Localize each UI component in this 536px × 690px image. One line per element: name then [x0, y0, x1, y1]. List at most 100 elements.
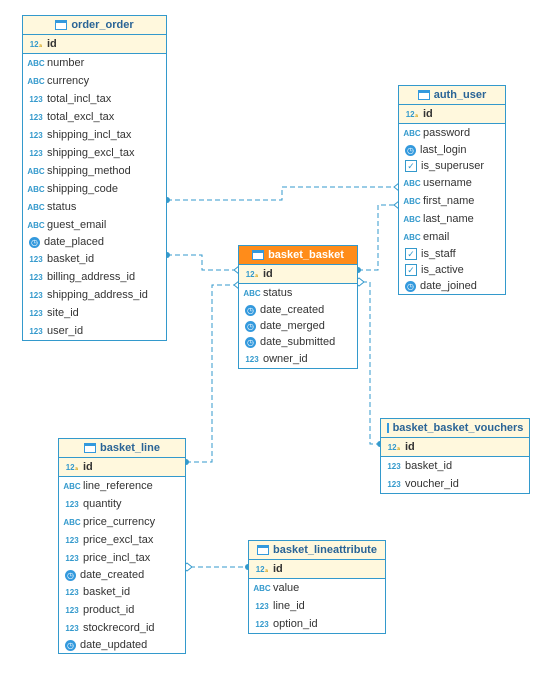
- column-row[interactable]: ✓is_active: [399, 262, 505, 278]
- entity-table-auth_user[interactable]: auth_user12₃idABCpassword◷last_login✓is_…: [398, 85, 506, 295]
- column-row[interactable]: ◷date_created: [239, 302, 357, 318]
- column-row[interactable]: 123user_id: [23, 322, 166, 340]
- table-header[interactable]: order_order: [23, 16, 166, 35]
- column-row[interactable]: 12₃id: [249, 560, 385, 579]
- column-row[interactable]: ABCcurrency: [23, 72, 166, 90]
- boolean-type-icon: ✓: [405, 160, 417, 172]
- number-type-icon: 123: [65, 621, 79, 635]
- column-name: total_incl_tax: [47, 93, 111, 105]
- table-header[interactable]: basket_basket_vouchers: [381, 419, 529, 438]
- column-row[interactable]: 123basket_id: [23, 250, 166, 268]
- column-row[interactable]: 123 shipping_incl_tax: [23, 126, 166, 144]
- column-row[interactable]: 123option_id: [249, 615, 385, 633]
- column-row[interactable]: ◷date_joined: [399, 278, 505, 294]
- column-row[interactable]: ◷date_submitted: [239, 334, 357, 350]
- table-title: basket_lineattribute: [273, 544, 377, 556]
- column-name: basket_id: [83, 586, 130, 598]
- column-row[interactable]: ABCvalue: [249, 579, 385, 597]
- column-name: product_id: [83, 604, 134, 616]
- column-row[interactable]: ABCline_reference: [59, 477, 185, 495]
- column-row[interactable]: ABCstatus: [239, 284, 357, 302]
- column-row[interactable]: 123quantity: [59, 495, 185, 513]
- entity-table-order_order[interactable]: order_order12₃idABCnumberABCcurrency123t…: [22, 15, 167, 341]
- number-type-icon: 123: [29, 146, 43, 160]
- column-name: currency: [47, 75, 89, 87]
- column-row[interactable]: ABCstatus: [23, 198, 166, 216]
- column-row[interactable]: ABCshipping_method: [23, 162, 166, 180]
- entity-table-basket_basket_vouchers[interactable]: basket_basket_vouchers12₃id123basket_id1…: [380, 418, 530, 494]
- number-type-icon: 123: [29, 128, 43, 142]
- table-header[interactable]: basket_line: [59, 439, 185, 458]
- column-row[interactable]: 12₃ id: [239, 265, 357, 284]
- column-row[interactable]: 123line_id: [249, 597, 385, 615]
- pk-icon: 12₃: [245, 267, 259, 281]
- column-row[interactable]: 123billing_address_id: [23, 268, 166, 286]
- column-row[interactable]: 12₃id: [381, 438, 529, 457]
- column-row[interactable]: 123price_incl_tax: [59, 549, 185, 567]
- number-type-icon: 123: [29, 252, 43, 266]
- column-name: id: [263, 268, 273, 280]
- column-row[interactable]: ✓is_superuser: [399, 158, 505, 174]
- column-row[interactable]: ABCnumber: [23, 54, 166, 72]
- number-type-icon: 123: [65, 497, 79, 511]
- column-row[interactable]: 123total_incl_tax: [23, 90, 166, 108]
- column-row[interactable]: ◷date_created: [59, 567, 185, 583]
- column-row[interactable]: 123price_excl_tax: [59, 531, 185, 549]
- table-header[interactable]: basket_basket: [239, 246, 357, 265]
- column-row[interactable]: ABCemail: [399, 228, 505, 246]
- column-row[interactable]: 123site_id: [23, 304, 166, 322]
- column-row[interactable]: ◷date_updated: [59, 637, 185, 653]
- column-row[interactable]: 123total_excl_tax: [23, 108, 166, 126]
- text-type-icon: ABC: [405, 194, 419, 208]
- column-row[interactable]: 12₃id: [59, 458, 185, 477]
- column-row[interactable]: ABCpassword: [399, 124, 505, 142]
- column-name: date_created: [260, 304, 324, 316]
- column-row[interactable]: ◷date_placed: [23, 234, 166, 250]
- text-type-icon: ABC: [29, 164, 43, 178]
- column-row[interactable]: 123shipping_address_id: [23, 286, 166, 304]
- pk-icon: 12₃: [387, 440, 401, 454]
- column-row[interactable]: 123product_id: [59, 601, 185, 619]
- column-row[interactable]: 123owner_id: [239, 350, 357, 368]
- column-row[interactable]: 123voucher_id: [381, 475, 529, 493]
- table-title: basket_line: [100, 442, 160, 454]
- number-type-icon: 123: [65, 551, 79, 565]
- pk-icon: 12₃: [29, 37, 43, 51]
- column-name: shipping_code: [47, 183, 118, 195]
- column-row[interactable]: 12₃ id: [23, 35, 166, 54]
- column-row[interactable]: ABCusername: [399, 174, 505, 192]
- column-row[interactable]: 123basket_id: [59, 583, 185, 601]
- text-type-icon: ABC: [405, 126, 419, 140]
- column-row[interactable]: ABCprice_currency: [59, 513, 185, 531]
- number-type-icon: 123: [245, 352, 259, 366]
- column-name: shipping_address_id: [47, 289, 148, 301]
- column-name: option_id: [273, 618, 318, 630]
- table-header[interactable]: basket_lineattribute: [249, 541, 385, 560]
- boolean-type-icon: ✓: [405, 264, 417, 276]
- column-row[interactable]: 123shipping_excl_tax: [23, 144, 166, 162]
- column-row[interactable]: ABCshipping_code: [23, 180, 166, 198]
- text-type-icon: ABC: [29, 56, 43, 70]
- entity-table-basket_line[interactable]: basket_line 12₃idABCline_reference123quan…: [58, 438, 186, 654]
- column-row[interactable]: ✓is_staff: [399, 246, 505, 262]
- column-name: shipping_incl_tax: [47, 129, 131, 141]
- table-header[interactable]: auth_user: [399, 86, 505, 105]
- column-name: date_placed: [44, 236, 104, 248]
- column-row[interactable]: 12₃id: [399, 105, 505, 124]
- column-row[interactable]: ABClast_name: [399, 210, 505, 228]
- column-row[interactable]: 123basket_id: [381, 457, 529, 475]
- entity-table-basket_basket[interactable]: basket_basket12₃idABCstatus◷date_created…: [238, 245, 358, 369]
- column-name: price_currency: [83, 516, 155, 528]
- column-name: site_id: [47, 307, 79, 319]
- column-row[interactable]: ◷date_merged: [239, 318, 357, 334]
- column-name: line_reference: [83, 480, 153, 492]
- column-name: id: [83, 461, 93, 473]
- datetime-type-icon: ◷: [245, 321, 256, 332]
- number-type-icon: 123: [387, 477, 401, 491]
- column-row[interactable]: ABCfirst_name: [399, 192, 505, 210]
- column-row[interactable]: 123stockrecord_id: [59, 619, 185, 637]
- column-row[interactable]: ◷last_login: [399, 142, 505, 158]
- entity-table-basket_lineattribute[interactable]: basket_lineattribute 12₃idABCvalue123line…: [248, 540, 386, 634]
- column-name: id: [47, 38, 57, 50]
- column-row[interactable]: ABCguest_email: [23, 216, 166, 234]
